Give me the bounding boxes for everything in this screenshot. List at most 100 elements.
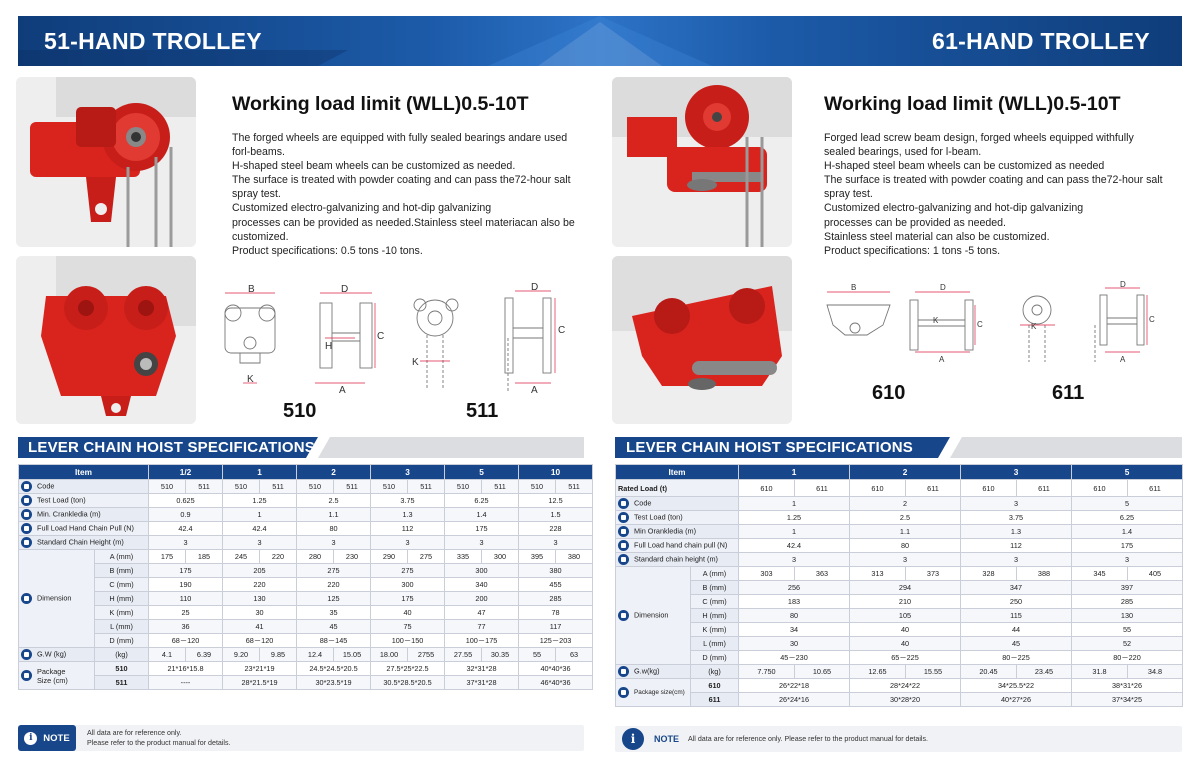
table-row: H (mm) 110 130 125 175 200 285	[19, 591, 594, 606]
svg-text:K: K	[933, 316, 939, 325]
row-label: Dimension	[37, 593, 72, 603]
wll-heading-left: Working load limit (WLL)0.5-10T	[232, 93, 529, 115]
svg-text:A: A	[939, 355, 945, 364]
cell: 117	[518, 619, 594, 634]
cell: 611	[905, 479, 961, 497]
header-capacity: 3	[370, 464, 446, 480]
table-row: Test Load (ton) 1.25 2.5 3.75 6.25	[615, 510, 1183, 525]
cell: 3	[849, 552, 961, 567]
cell: 30	[738, 636, 850, 651]
description-line: sealed bearings, used for l-beam.	[824, 146, 982, 159]
model-label-511: 511	[466, 400, 499, 422]
row-sublabel: A (mm)	[94, 549, 149, 564]
header-capacity: 1	[738, 464, 850, 480]
cell: 190	[147, 577, 224, 592]
crank-icon	[618, 526, 629, 537]
row-sublabel: C (mm)	[690, 594, 739, 609]
cell: 68－120	[222, 633, 298, 648]
dimension-icon	[21, 593, 32, 604]
cell: 510	[444, 479, 483, 494]
cell: 1.25	[222, 493, 298, 508]
cell: 303	[738, 566, 795, 581]
product-photo-610	[612, 77, 792, 247]
header-capacity: 2	[849, 464, 961, 480]
spec-table-right: Item 1 2 3 5 Rated Load (t) 610 611 610 61…	[615, 464, 1183, 707]
note-box-left: i NOTE	[18, 725, 584, 751]
cell: 18.00	[370, 647, 409, 662]
cell: 125－203	[518, 633, 594, 648]
section-bar-left	[18, 437, 584, 458]
header-capacity: 5	[444, 464, 520, 480]
table-row: L (mm) 30 40 45 52	[616, 636, 1183, 651]
product-photo-611	[612, 256, 792, 424]
technical-drawing-right: B D C A K K D C A	[826, 280, 1155, 364]
chain-icon	[21, 537, 32, 548]
cell: 40*40*36	[518, 661, 594, 676]
cell: 41	[222, 619, 298, 634]
row-label: Dimension	[634, 610, 669, 620]
cell: 511	[259, 479, 298, 494]
cell: 75	[370, 619, 446, 634]
row-sublabel: (kg)	[690, 664, 739, 679]
table-row: Test Load (ton) 0.625 1.25 2.5 3.75 6.25…	[18, 493, 594, 508]
cell: 80	[738, 608, 850, 623]
table-row: H (mm) 80 105 115 130	[616, 608, 1183, 623]
weight-icon	[21, 495, 32, 506]
cell: 0.625	[147, 493, 224, 508]
table-row: Full Load Hand Chain Pull (N) 42.4 42.4 …	[18, 521, 594, 536]
cell: 340	[444, 577, 520, 592]
cell: 10.65	[794, 664, 850, 679]
model-label-510: 510	[283, 400, 317, 422]
row-sublabel: K (mm)	[94, 605, 149, 620]
info-icon: i	[622, 728, 644, 750]
cell: 185	[184, 549, 224, 564]
description-line: Forged lead screw beam design, forged wh…	[824, 132, 1134, 144]
cell: 0.9	[147, 507, 224, 522]
cell: 45	[296, 619, 372, 634]
row-label: Code	[37, 481, 55, 491]
cell: 40*27*26	[960, 692, 1072, 707]
svg-text:B: B	[851, 283, 856, 292]
cell: 42.4	[222, 521, 298, 536]
description-line: Stainless steel material can also be cus…	[824, 230, 1050, 243]
table-row: 611 26*24*16 30*28*20 40*27*26 37*34*25	[616, 692, 1183, 707]
cell: 511	[555, 479, 594, 494]
cell: 3	[960, 552, 1072, 567]
table-row: Package Size (cm) 510 21*16*15.8 23*21*19…	[18, 661, 594, 690]
cell: 611	[1016, 479, 1072, 497]
row-label: G.W (kg)	[37, 649, 67, 659]
row-label: Package	[37, 666, 66, 676]
svg-text:K: K	[412, 357, 419, 368]
cell: 88－145	[296, 633, 372, 648]
cell: 175	[370, 591, 446, 606]
cell: 175	[147, 563, 224, 578]
row-label: Min. Crankledia (m)	[37, 509, 101, 519]
cell: 175	[1071, 538, 1183, 553]
cell: 3	[370, 535, 446, 550]
cell: 23.45	[1016, 664, 1072, 679]
note-label: NOTE	[43, 732, 70, 744]
description-line: forl-beams.	[232, 146, 285, 159]
cell: 80	[296, 521, 372, 536]
row-label: Test Load (ton)	[634, 512, 683, 522]
row-label: Min Orankledia (m)	[634, 526, 697, 536]
cell: 380	[555, 549, 594, 564]
cell: 6.25	[1071, 510, 1183, 525]
cell: 280	[296, 549, 335, 564]
cell: 105	[849, 608, 961, 623]
cell: 511	[407, 479, 446, 494]
cell: 6.39	[184, 647, 224, 662]
svg-text:A: A	[339, 385, 346, 395]
note-badge: i NOTE	[18, 725, 76, 751]
note-line: Please refer to the product manual for d…	[87, 738, 231, 747]
table-row: Min. Crankledia (m) 0.9 1 1.1 1.3 1.4 1.…	[18, 507, 594, 522]
cell: 21*16*15.8	[147, 661, 224, 676]
cell: 30	[222, 605, 298, 620]
row-sublabel: B (mm)	[94, 563, 149, 578]
cell: 3	[738, 552, 850, 567]
cell: 275	[296, 563, 372, 578]
model-label-610: 610	[872, 382, 906, 404]
cell: 30.35	[481, 647, 520, 662]
header-item: Item	[18, 464, 149, 480]
cell: 100－175	[444, 633, 520, 648]
